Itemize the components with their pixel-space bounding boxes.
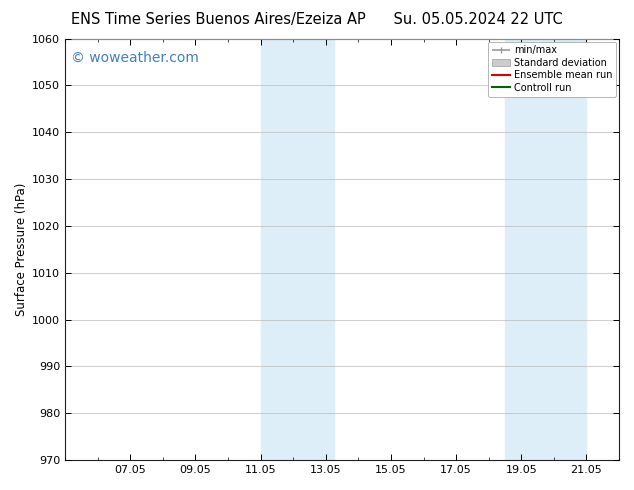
Text: © woweather.com: © woweather.com [71,51,198,65]
Bar [538,39,586,460]
Legend: min/max, Standard deviation, Ensemble mean run, Controll run: min/max, Standard deviation, Ensemble me… [488,42,616,97]
Text: ENS Time Series Buenos Aires/Ezeiza AP      Su. 05.05.2024 22 UTC: ENS Time Series Buenos Aires/Ezeiza AP S… [71,12,563,27]
Y-axis label: Surface Pressure (hPa): Surface Pressure (hPa) [15,183,28,316]
Bar [293,39,334,460]
Bar [261,39,293,460]
Bar [505,39,538,460]
